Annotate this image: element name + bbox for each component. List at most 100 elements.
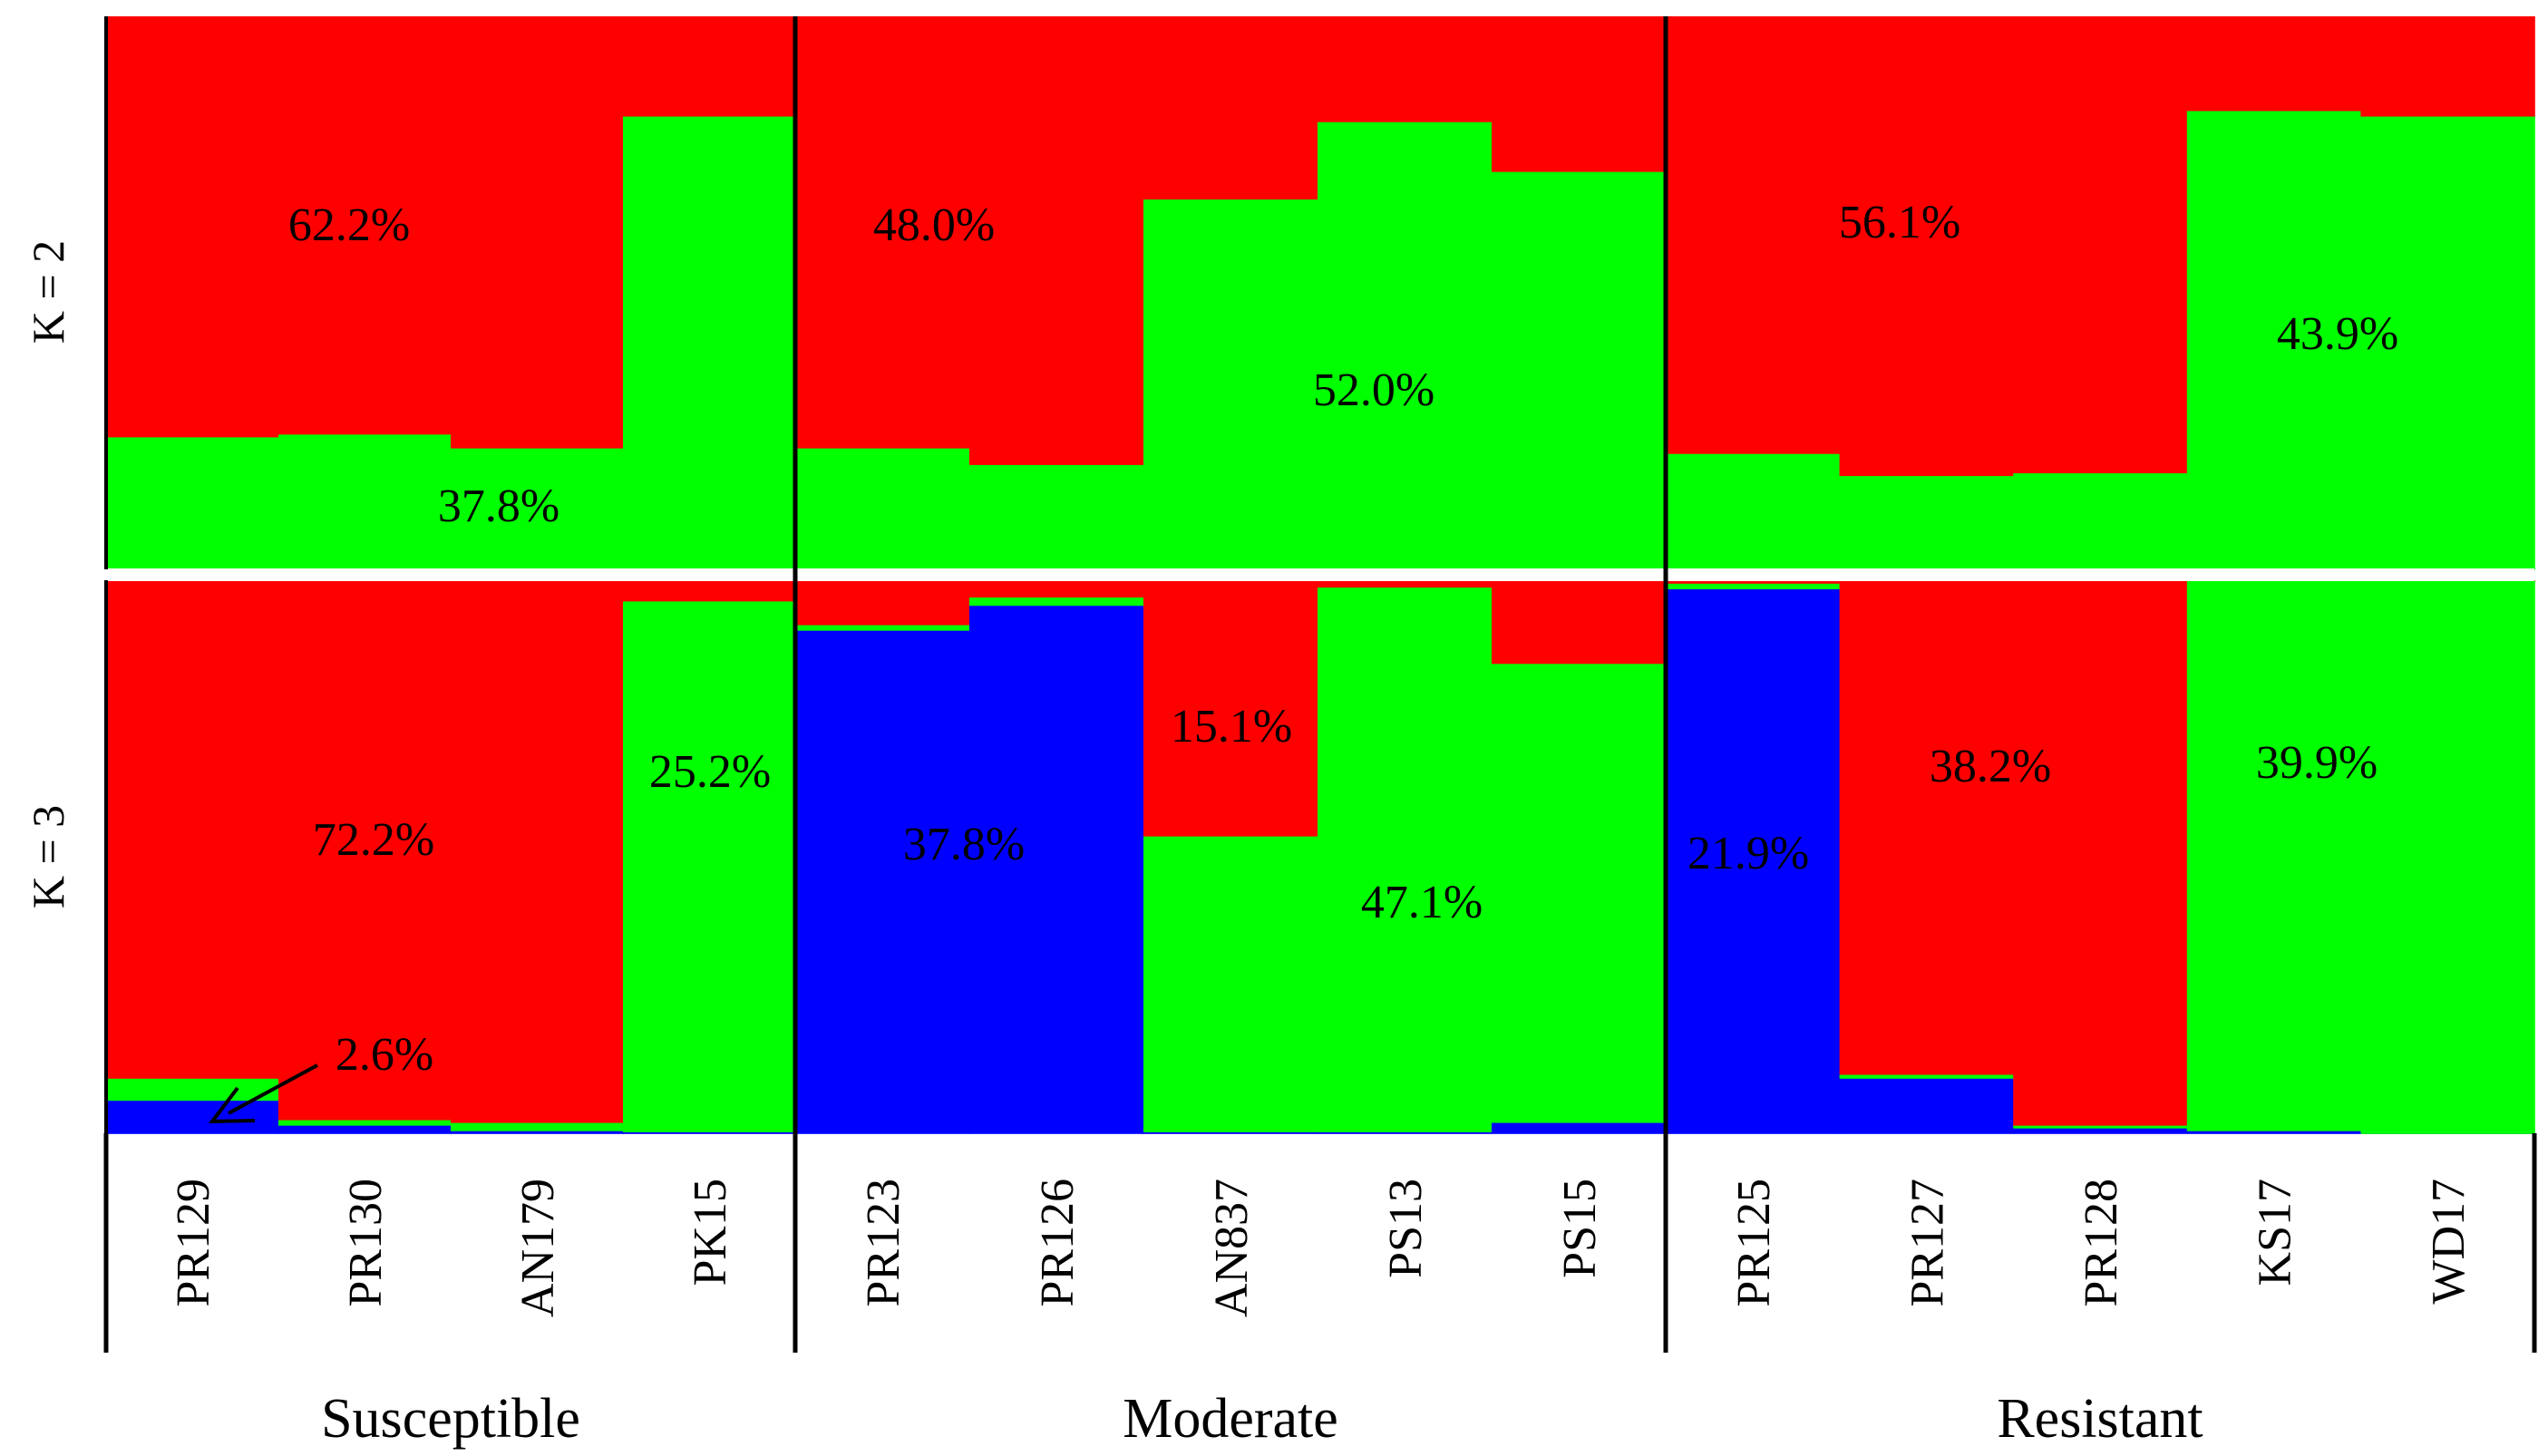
panel-label-k2: K = 2 — [23, 240, 73, 344]
bar-k3-pr125-green — [1666, 583, 1841, 589]
annotation-arrow — [228, 1063, 318, 1115]
bar-k3-pr123-blue — [795, 629, 970, 1134]
bar-k3-pr130-blue — [278, 1124, 452, 1134]
annotation-k2-susceptible-green: 37.8% — [438, 480, 559, 532]
bar-k3-ps15-red — [1492, 580, 1667, 665]
bar-k2-pr125-green — [1666, 452, 1841, 570]
annotation-k3-susceptible-red: 72.2% — [313, 814, 434, 866]
bar-k3-ps15-green — [1492, 663, 1667, 1123]
bar-k3-pr125-blue — [1666, 588, 1841, 1134]
bar-k3-ps15-blue — [1492, 1121, 1667, 1134]
bar-k2-pr127-green — [1839, 475, 2014, 570]
sample-label-pr126: PR126 — [1032, 1179, 1084, 1307]
bar-k3-pr127-blue — [1839, 1078, 2014, 1134]
bar-k2-ps13-green — [1318, 121, 1493, 570]
bar-k2-pr130-red — [278, 16, 452, 435]
bar-k3-pr127-green — [1839, 1073, 2014, 1079]
sample-label-an837: AN837 — [1206, 1179, 1258, 1317]
sample-label-pk15: PK15 — [685, 1179, 736, 1286]
bar-k2-pr123-red — [795, 16, 970, 449]
sample-label-pr130: PR130 — [340, 1179, 392, 1307]
sample-label-pr128: PR128 — [2076, 1179, 2127, 1307]
group-label-moderate: Moderate — [1123, 1388, 1338, 1450]
bar-k3-an179-green — [451, 1121, 624, 1131]
bar-k3-pr125-red — [1666, 580, 1841, 584]
frame-lines — [103, 16, 2537, 1353]
bar-k3-an179-blue — [451, 1130, 624, 1134]
bar-k2-wd17-green — [2360, 115, 2535, 570]
bar-k3-an837-green — [1143, 835, 1318, 1132]
annotation-k2-moderate-green: 52.0% — [1313, 364, 1434, 416]
bar-k3-pr130-green — [278, 1119, 452, 1126]
bar-k3-an837-blue — [1143, 1131, 1318, 1134]
bar-k3-ps13-blue — [1318, 1131, 1493, 1134]
bar-k2-ps15-green — [1492, 170, 1667, 570]
bar-k3-pr129-green — [106, 1078, 279, 1102]
bar-k3-ps13-green — [1318, 587, 1493, 1132]
bar-k3-ks17-blue — [2186, 1130, 2362, 1134]
bar-k2-pr125-red — [1666, 16, 1841, 454]
annotation-k3-moderate-green: 47.1% — [1361, 877, 1483, 928]
bar-k2-pk15-green — [623, 115, 796, 570]
bar-k3-pr129-red — [106, 580, 279, 1079]
sample-label-wd17: WD17 — [2423, 1179, 2475, 1305]
bar-k3-pk15-red — [623, 580, 796, 602]
annotation-k3-resistant-green: 39.9% — [2256, 737, 2378, 789]
bar-k2-pr128-red — [2013, 16, 2188, 474]
sample-label-ps13: PS13 — [1380, 1179, 1432, 1278]
annotation-k3-susceptible-blue: 2.6% — [336, 1029, 433, 1081]
bar-k3-pr130-red — [278, 580, 452, 1121]
annotations-layer: 62.2% 37.8% 48.0% 52.0% 56.1% 43.9% 72.2… — [208, 197, 2398, 1124]
bar-k3-pr129-blue — [106, 1100, 279, 1134]
annotation-k2-resistant-red: 56.1% — [1839, 197, 1960, 248]
sample-label-pr129: PR129 — [168, 1179, 219, 1307]
bar-k3-pr123-red — [795, 580, 970, 626]
bar-k3-ks17-green — [2186, 580, 2362, 1131]
bar-k3-an179-red — [451, 580, 624, 1123]
annotation-k2-resistant-green: 43.9% — [2277, 308, 2398, 360]
sample-label-ps15: PS15 — [1554, 1179, 1606, 1278]
bar-k2-pk15-red — [623, 16, 796, 117]
bar-k2-pr126-green — [969, 464, 1144, 570]
group-labels: Susceptible Moderate Resistant — [321, 1388, 2203, 1450]
bar-k2-an179-red — [451, 16, 624, 449]
bar-k2-pr123-green — [795, 447, 970, 570]
bar-k2-pr130-green — [278, 433, 452, 570]
annotation-k3-resistant-blue: 21.9% — [1687, 828, 1809, 879]
bar-k2-wd17-red — [2360, 16, 2535, 117]
bar-k3-pr123-green — [795, 624, 970, 631]
sample-label-ks17: KS17 — [2250, 1179, 2301, 1286]
bar-k2-ks17-green — [2186, 110, 2362, 570]
bar-k3-pr126-green — [969, 597, 1144, 607]
group-label-resistant: Resistant — [1997, 1388, 2203, 1450]
bar-k3-pk15-blue — [623, 1131, 796, 1134]
bar-k3-pr127-red — [1839, 580, 2014, 1075]
bar-k2-ks17-red — [2186, 16, 2362, 112]
panel-label-k3: K = 3 — [23, 805, 73, 908]
sample-label-pr125: PR125 — [1728, 1179, 1780, 1307]
bar-k3-wd17-green — [2360, 580, 2535, 1134]
bar-k2-pr128-green — [2013, 472, 2188, 570]
bar-k2-pr127-red — [1839, 16, 2014, 477]
bar-k3-pr126-blue — [969, 605, 1144, 1134]
annotation-arrowhead — [208, 1086, 256, 1124]
bar-k3-pk15-green — [623, 600, 796, 1132]
sample-label-pr127: PR127 — [1901, 1179, 1953, 1307]
bar-k2-an837-red — [1143, 16, 1318, 200]
annotation-k3-moderate-blue: 37.8% — [903, 819, 1025, 870]
bar-k2-ps15-red — [1492, 16, 1667, 172]
bar-k2-pr129-green — [106, 436, 279, 570]
annotation-k3-resistant-red: 38.2% — [1930, 741, 2051, 792]
bar-k2-an179-green — [451, 447, 624, 570]
annotation-k2-moderate-red: 48.0% — [873, 199, 995, 251]
sample-label-pr123: PR123 — [858, 1179, 909, 1307]
bar-k3-an837-red — [1143, 580, 1318, 837]
bar-k3-ps13-red — [1318, 580, 1493, 588]
bar-k2-an837-green — [1143, 199, 1318, 570]
bar-k3-pr128-blue — [2013, 1127, 2188, 1134]
bar-k2-pr126-red — [969, 16, 1144, 465]
bars-layer — [106, 16, 2535, 1134]
annotation-k3-moderate-red: 15.1% — [1171, 701, 1292, 752]
bar-k2-ps13-red — [1318, 16, 1493, 122]
